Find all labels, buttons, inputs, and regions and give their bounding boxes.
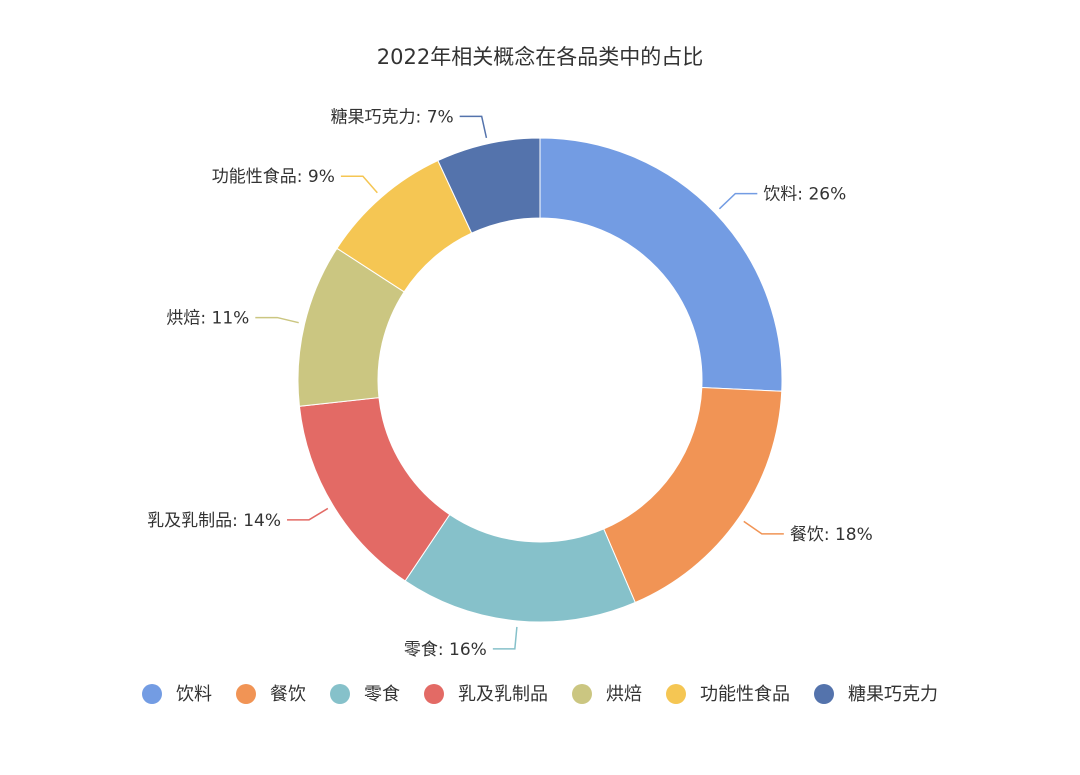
legend-marker-饮料	[142, 684, 162, 704]
legend-label-功能性食品: 功能性食品	[700, 684, 790, 705]
slice-零食[interactable]	[404, 513, 636, 623]
legend-label-乳及乳制品: 乳及乳制品	[458, 684, 548, 705]
leader-line-烘焙	[255, 316, 299, 324]
slice-label-糖果巧克力: 糖果巧克力: 7%	[331, 107, 454, 127]
legend-item-饮料[interactable]: 饮料	[142, 684, 212, 705]
slice-label-零食: 零食: 16%	[404, 640, 487, 660]
slice-label-餐饮: 餐饮: 18%	[790, 525, 873, 545]
legend-item-烘焙[interactable]: 烘焙	[572, 684, 642, 705]
leader-line-乳及乳制品	[287, 507, 329, 521]
legend-label-烘焙: 烘焙	[606, 684, 642, 705]
legend-marker-功能性食品	[666, 684, 686, 704]
slice-饮料[interactable]	[539, 137, 783, 392]
slice-label-乳及乳制品: 乳及乳制品: 14%	[147, 511, 281, 531]
legend-label-零食: 零食	[364, 684, 400, 705]
slice-labels-layer: 饮料: 26% 餐饮: 18% 零食: 16% 乳及乳制品: 14% 烘焙: 11% 功能…	[147, 107, 873, 659]
slice-餐饮[interactable]	[603, 387, 783, 604]
legend-marker-乳及乳制品	[424, 684, 444, 704]
legend-marker-糖果巧克力	[814, 684, 834, 704]
legend-item-餐饮[interactable]: 餐饮	[236, 684, 306, 705]
legend-item-糖果巧克力[interactable]: 糖果巧克力	[814, 684, 938, 705]
leader-line-功能性食品	[340, 175, 378, 194]
chart-title: 2022年相关概念在各品类中的占比	[377, 45, 703, 69]
legend: 饮料 餐饮 零食 乳及乳制品 烘焙 功能性食品 糖果巧克力	[142, 684, 938, 705]
slice-label-饮料: 饮料: 26%	[763, 185, 846, 205]
leader-lines-layer	[255, 115, 784, 650]
legend-label-饮料: 饮料	[176, 684, 212, 705]
legend-item-乳及乳制品[interactable]: 乳及乳制品	[424, 684, 548, 705]
slice-糖果巧克力[interactable]	[437, 137, 541, 234]
leader-line-餐饮	[743, 520, 784, 535]
legend-item-零食[interactable]: 零食	[330, 684, 400, 705]
leader-line-糖果巧克力	[459, 115, 488, 139]
leader-line-饮料	[718, 192, 758, 210]
legend-label-餐饮: 餐饮	[270, 684, 306, 705]
legend-marker-烘焙	[572, 684, 592, 704]
legend-marker-餐饮	[236, 684, 256, 704]
legend-item-功能性食品[interactable]: 功能性食品	[666, 684, 790, 705]
slice-label-烘焙: 烘焙: 11%	[166, 309, 249, 329]
legend-label-糖果巧克力: 糖果巧克力	[848, 684, 938, 705]
slices-layer	[297, 137, 783, 623]
legend-marker-零食	[330, 684, 350, 704]
slice-label-功能性食品: 功能性食品: 9%	[212, 167, 335, 187]
leader-line-零食	[492, 626, 518, 650]
